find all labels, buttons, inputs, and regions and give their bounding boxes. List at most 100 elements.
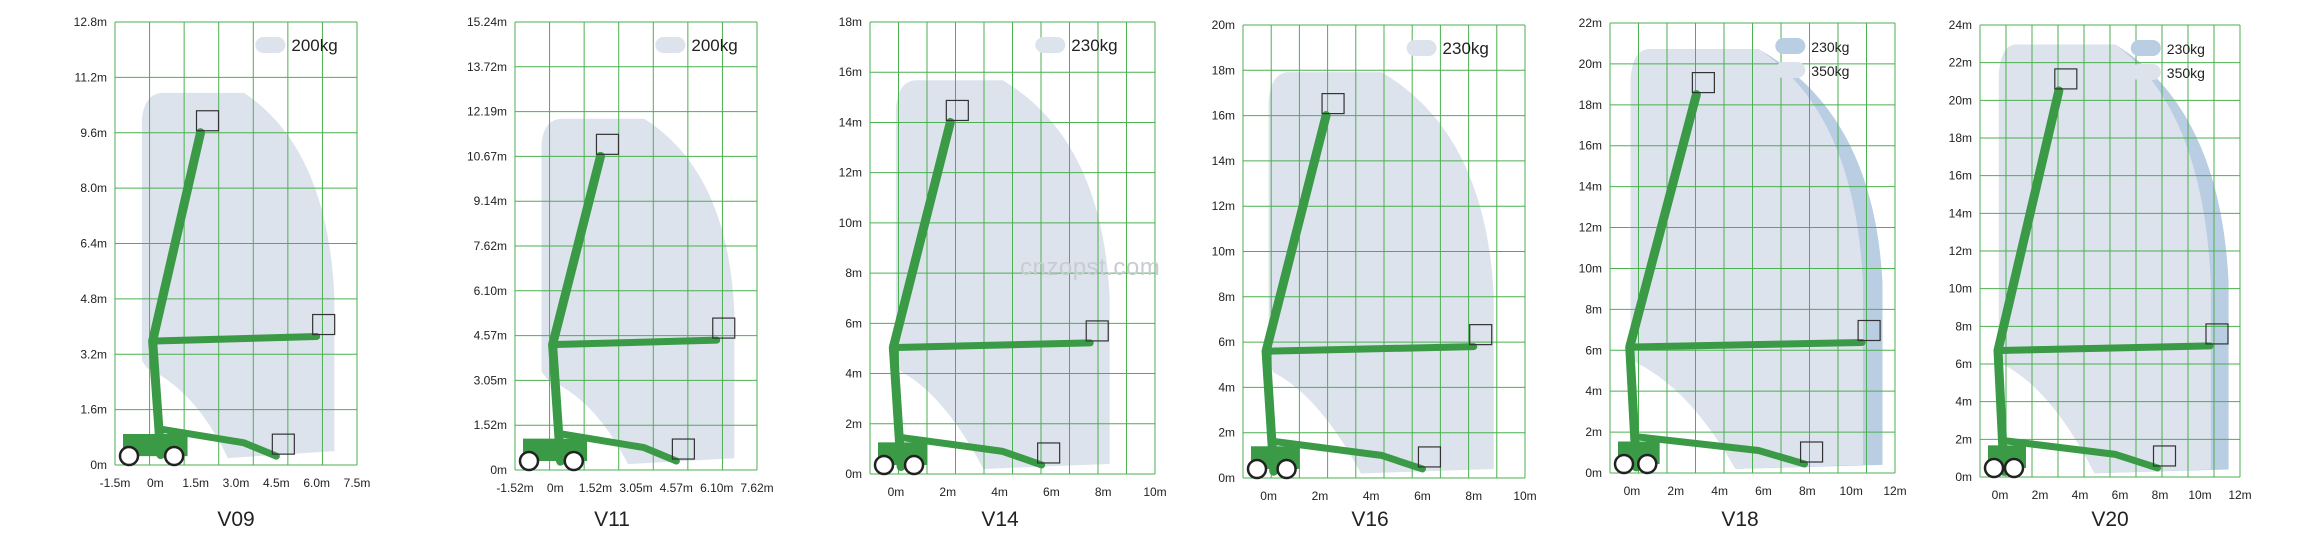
y-tick-label: 14m <box>839 115 862 129</box>
y-tick-label: 22m <box>1949 56 1972 70</box>
boom-horizontal-reach <box>1996 342 2214 354</box>
boom-below-grade <box>159 426 280 460</box>
platform-basket <box>945 99 969 122</box>
y-tick-label: 1.6m <box>80 403 107 417</box>
y-tick-label: 9.6m <box>80 126 107 140</box>
y-tick-label: 3.05m <box>474 373 507 387</box>
y-tick-label: 0m <box>1585 466 1602 480</box>
model-title: V20 <box>2091 508 2128 531</box>
y-tick-label: 0m <box>1218 471 1235 485</box>
y-tick-label: 4.8m <box>80 292 107 306</box>
envelope-area <box>1998 44 2211 474</box>
legend-swatch <box>2130 40 2161 56</box>
y-tick-label: 8m <box>1585 302 1602 316</box>
grid <box>1242 24 1526 479</box>
model-title: V16 <box>1351 508 1388 531</box>
x-tick-label: 2m <box>939 485 956 499</box>
boom-arm <box>548 133 736 466</box>
legend-label: 350kg <box>1811 63 1849 79</box>
legend-label: 200kg <box>691 36 737 55</box>
x-tick-label: 0m <box>1992 488 2009 502</box>
boom-below-grade <box>1272 438 1426 473</box>
y-tick-label: 18m <box>839 15 862 29</box>
boom-horizontal-reach <box>551 336 721 349</box>
platform-basket <box>712 317 736 339</box>
legend-label: 200kg <box>291 36 337 55</box>
platform-basket <box>1037 442 1061 464</box>
model-title: V09 <box>217 508 254 531</box>
x-tick-label: 3.05m <box>619 481 652 495</box>
wheel <box>1637 453 1658 475</box>
boom-below-grade <box>1635 433 1809 468</box>
x-tick-label: -1.52m <box>496 481 533 495</box>
legend-label: 350kg <box>2167 65 2205 81</box>
platform-basket <box>1469 324 1493 346</box>
y-tick-label: 6m <box>1218 335 1235 349</box>
y-tick-label: 8.0m <box>80 181 107 195</box>
boom-horizontal-reach <box>1628 339 1866 351</box>
y-tick-label: 14m <box>1212 154 1235 168</box>
y-tick-label: 20m <box>1212 18 1235 32</box>
boom-arm <box>888 99 1109 471</box>
x-tick-label: 8m <box>2152 488 2169 502</box>
x-tick-label: 4m <box>1363 489 1380 503</box>
x-tick-label: 6m <box>1414 489 1431 503</box>
reach-diagram-v14: 0m 2m 4m 6m 8m 10m 12m 14m 16m 18m 0m 2m 4m 6m 8m 10m 23… <box>839 15 1167 531</box>
x-tick-label: 10m <box>2188 488 2211 502</box>
x-tick-label: 6.0m <box>303 476 330 490</box>
y-tick-label: 4m <box>1955 395 1972 409</box>
y-tick-label: 16m <box>1212 109 1235 123</box>
x-tick-label: 4m <box>991 485 1008 499</box>
y-tick-label: 10m <box>839 216 862 230</box>
y-tick-label: 13.72m <box>467 60 507 74</box>
y-tick-label: 14m <box>1949 206 1972 220</box>
x-tick-label: 0m <box>1624 484 1641 498</box>
reach-diagram-v09: 0m 1.6m 3.2m 4.8m 6.4m 8.0m 9.6m 11.2m 12.8m -1.5… <box>74 15 371 531</box>
grid <box>514 21 758 471</box>
wheel <box>2003 457 2025 479</box>
model-title: V14 <box>981 508 1019 531</box>
y-tick-label: 15.24m <box>467 15 507 29</box>
reach-diagram-v16: 0m 2m 4m 6m 8m 10m 12m 14m 16m 18m 20m 0m 2m 4m 6m 8m 10… <box>1212 18 1537 531</box>
y-tick-label: 0m <box>90 458 107 472</box>
y-tick-label: 6.10m <box>474 284 507 298</box>
model-title: V11 <box>594 508 630 531</box>
y-tick-label: 8m <box>1955 319 1972 333</box>
y-tick-label: 6m <box>845 316 862 330</box>
y-tick-label: 6.4m <box>80 237 107 251</box>
y-tick-label: 2m <box>1218 426 1235 440</box>
x-tick-label: 6m <box>2112 488 2129 502</box>
platform-basket <box>671 438 695 460</box>
boom-horizontal-reach <box>151 333 321 345</box>
y-tick-label: 10.67m <box>467 149 507 163</box>
y-tick-label: 3.2m <box>80 347 107 361</box>
y-tick-label: 24m <box>1949 18 1972 32</box>
x-tick-label: 0m <box>1260 489 1277 503</box>
x-tick-label: 1.5m <box>182 476 209 490</box>
y-tick-label: 16m <box>1579 139 1602 153</box>
working-envelope <box>1630 49 1883 469</box>
grid <box>114 21 358 466</box>
x-tick-label: 6m <box>1755 484 1772 498</box>
boom-arm <box>148 110 336 460</box>
machine-chassis <box>1246 446 1300 480</box>
y-tick-label: 2m <box>1955 432 1972 446</box>
machine-chassis <box>1613 441 1660 475</box>
y-tick-label: 12.8m <box>74 15 107 29</box>
legend-swatch <box>2130 64 2161 80</box>
grid <box>869 21 1156 475</box>
x-tick-label: 3.0m <box>223 476 250 490</box>
y-tick-label: 16m <box>839 65 862 79</box>
working-envelope <box>895 80 1110 469</box>
y-tick-label: 4m <box>1585 384 1602 398</box>
boom-horizontal-reach <box>892 339 1094 351</box>
x-tick-label: 10m <box>1513 489 1536 503</box>
y-tick-label: 0m <box>845 467 862 481</box>
platform-basket <box>2205 323 2229 345</box>
y-tick-label: 11.2m <box>75 70 107 84</box>
platform-basket <box>2152 445 2177 467</box>
x-tick-label: 8m <box>1465 489 1482 503</box>
wheel <box>1613 453 1635 475</box>
y-tick-label: 10m <box>1579 261 1602 275</box>
